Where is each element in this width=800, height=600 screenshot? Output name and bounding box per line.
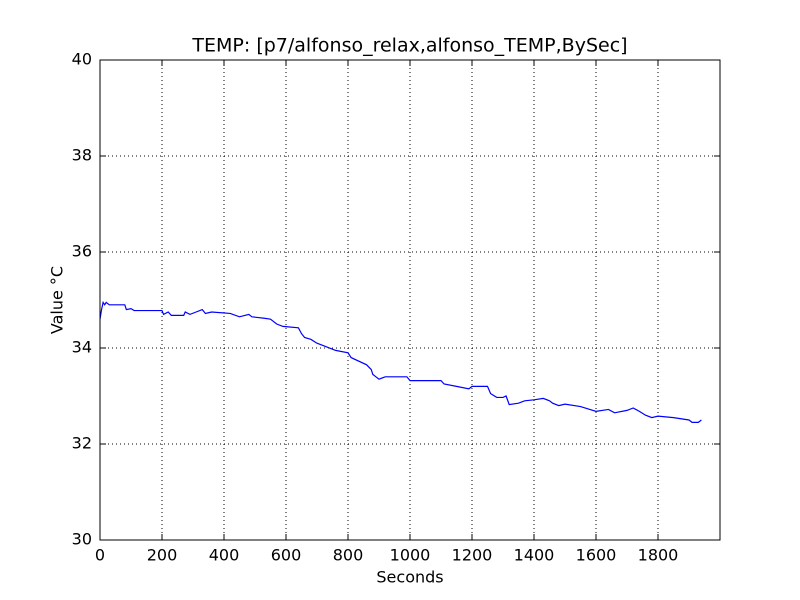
x-tick-label: 600 <box>271 546 302 565</box>
chart-title: TEMP: [p7/alfonso_relax,alfonso_TEMP,ByS… <box>191 35 627 57</box>
x-tick-label: 800 <box>333 546 364 565</box>
data-line <box>99 300 702 423</box>
plot-frame <box>99 59 721 541</box>
y-tick-label: 36 <box>72 242 92 261</box>
y-tick-label: 38 <box>72 146 92 165</box>
y-tick-label: 32 <box>72 434 92 453</box>
x-tick-label: 1200 <box>452 546 493 565</box>
y-axis-label: Value °C <box>48 266 67 334</box>
x-tick-label: 1800 <box>638 546 679 565</box>
x-tick-label: 1000 <box>390 546 431 565</box>
x-tick-label: 1400 <box>514 546 555 565</box>
y-tick-label: 34 <box>72 338 92 357</box>
x-axis-label: Seconds <box>376 568 443 587</box>
x-tick-label: 1600 <box>576 546 617 565</box>
x-tick-label: 200 <box>147 546 178 565</box>
x-tick-label: 400 <box>209 546 240 565</box>
x-tick-label: 0 <box>95 546 105 565</box>
y-tick-label: 40 <box>72 50 92 69</box>
y-tick-label: 30 <box>72 530 92 549</box>
